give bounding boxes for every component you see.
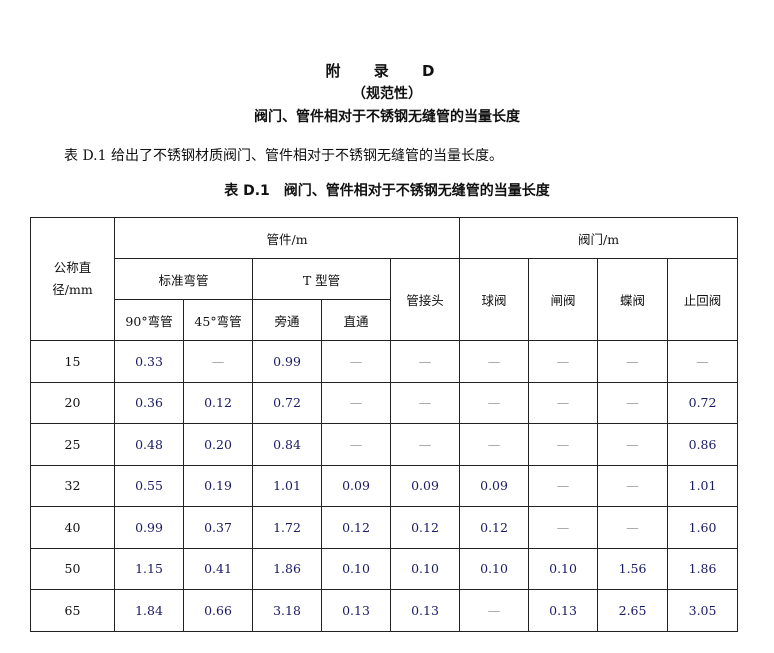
value-cell: — — [321, 381, 391, 424]
dn-cell: 15 — [30, 340, 115, 383]
value-cell: — — [597, 340, 669, 383]
value-cell: 2.65 — [597, 589, 669, 632]
header-globe: 球阀 — [459, 258, 530, 341]
appendix-heading: 附 录 D — [325, 62, 449, 80]
value-cell: 1.84 — [114, 589, 184, 632]
dn-cell: 65 — [30, 589, 115, 632]
value-cell: — — [667, 340, 739, 383]
value-cell: 1.01 — [667, 464, 739, 507]
value-cell: 0.12 — [183, 381, 253, 424]
value-cell: — — [183, 340, 253, 383]
header-butterfly: 蝶阀 — [597, 258, 669, 341]
table-row: 15 0.33—0.99— — — — — — — [30, 340, 739, 383]
value-cell: — — [597, 423, 669, 466]
value-cell: 0.48 — [114, 423, 184, 466]
value-cell: 0.09 — [321, 464, 391, 507]
value-cell: 1.56 — [597, 547, 669, 590]
value-cell: — — [597, 506, 669, 549]
value-cell: 0.72 — [667, 381, 739, 424]
value-cell: — — [597, 464, 669, 507]
value-cell: 0.09 — [389, 464, 461, 507]
value-cell: 0.13 — [321, 589, 391, 632]
value-cell: — — [321, 423, 391, 466]
table-row: 32 0.55 0.19 1.01 0.09 0.09 0.09— —1.01 — [30, 464, 739, 507]
value-cell: — — [528, 506, 599, 549]
dn-cell: 20 — [30, 381, 115, 424]
value-cell: 0.36 — [114, 381, 184, 424]
dn-cell: 25 — [30, 423, 115, 466]
value-cell: 0.13 — [389, 589, 461, 632]
value-cell: 0.84 — [252, 423, 322, 466]
value-cell: 0.41 — [183, 547, 253, 590]
header-tee-branch: 旁通 — [252, 299, 322, 341]
value-cell: 0.09 — [459, 464, 530, 507]
value-cell: — — [389, 340, 461, 383]
normative-label: （规范性） — [352, 86, 422, 102]
header-tee-straight: 直通 — [321, 299, 391, 341]
value-cell: — — [459, 423, 530, 466]
table-caption: 表 D.1 阀门、管件相对于不锈钢无缝管的当量长度 — [224, 183, 550, 199]
value-cell: 0.12 — [321, 506, 391, 549]
table-row: 50 1.15 0.41 1.86 0.10 0.10 0.10 0.10 1.56 1.86 — [30, 547, 739, 590]
value-cell: 1.60 — [667, 506, 739, 549]
header-gate: 闸阀 — [528, 258, 599, 341]
value-cell: 0.12 — [459, 506, 530, 549]
header-valves: 阀门/m — [459, 217, 739, 259]
value-cell: 0.10 — [321, 547, 391, 590]
value-cell: — — [459, 589, 530, 632]
header-elbow: 标准弯管 — [114, 258, 253, 300]
value-cell: 0.10 — [389, 547, 461, 590]
value-cell: — — [528, 381, 599, 424]
header-elbow-90: 90°弯管 — [114, 299, 184, 341]
appendix-title: 阀门、管件相对于不锈钢无缝管的当量长度 — [254, 109, 520, 125]
value-cell: 0.19 — [183, 464, 253, 507]
dn-cell: 40 — [30, 506, 115, 549]
value-cell: 0.37 — [183, 506, 253, 549]
dn-cell: 32 — [30, 464, 115, 507]
value-cell: 1.15 — [114, 547, 184, 590]
value-cell: 1.86 — [252, 547, 322, 590]
value-cell: — — [389, 423, 461, 466]
value-cell: 0.99 — [252, 340, 322, 383]
header-dn: 公称直径/mm — [30, 217, 115, 341]
value-cell: 0.55 — [114, 464, 184, 507]
value-cell: 0.13 — [528, 589, 599, 632]
value-cell: — — [528, 423, 599, 466]
value-cell: — — [321, 340, 391, 383]
value-cell: — — [389, 381, 461, 424]
table-row: 40 0.99 0.37 1.72 0.12 0.12 0.12— —1.60 — [30, 506, 739, 549]
value-cell: 0.66 — [183, 589, 253, 632]
value-cell: 3.05 — [667, 589, 739, 632]
value-cell: 3.18 — [252, 589, 322, 632]
table-row: 20 0.36 0.12 0.72— — — — —0.72 — [30, 381, 739, 424]
equivalent-length-table: 公称直径/mm 管件/m 阀门/m 标准弯管 T 型管 管接头 球阀 闸阀 蝶阀… — [30, 217, 739, 632]
value-cell: — — [597, 381, 669, 424]
value-cell: 1.86 — [667, 547, 739, 590]
header-fittings: 管件/m — [113, 217, 461, 259]
value-cell: 0.99 — [114, 506, 184, 549]
value-cell: 0.72 — [252, 381, 322, 424]
value-cell: 0.33 — [114, 340, 184, 383]
table-row: 25 0.48 0.20 0.84— — — — —0.86 — [30, 423, 739, 466]
value-cell: 0.86 — [667, 423, 739, 466]
value-cell: 0.10 — [528, 547, 599, 590]
intro-paragraph: 表 D.1 给出了不锈钢材质阀门、管件相对于不锈钢无缝管的当量长度。 — [64, 148, 503, 164]
header-check: 止回阀 — [667, 258, 739, 341]
value-cell: 1.01 — [252, 464, 322, 507]
value-cell: — — [459, 340, 530, 383]
value-cell: — — [528, 464, 599, 507]
header-coupling: 管接头 — [389, 258, 461, 341]
value-cell: 0.10 — [459, 547, 530, 590]
value-cell: 1.72 — [252, 506, 322, 549]
value-cell: 0.12 — [389, 506, 461, 549]
value-cell: 0.20 — [183, 423, 253, 466]
header-tee: T 型管 — [252, 258, 391, 300]
table-row: 65 1.84 0.66 3.18 0.13 0.13—0.13 2.65 3.05 — [30, 589, 739, 632]
dn-cell: 50 — [30, 547, 115, 590]
header-elbow-45: 45°弯管 — [183, 299, 253, 341]
value-cell: — — [528, 340, 599, 383]
value-cell: — — [459, 381, 530, 424]
